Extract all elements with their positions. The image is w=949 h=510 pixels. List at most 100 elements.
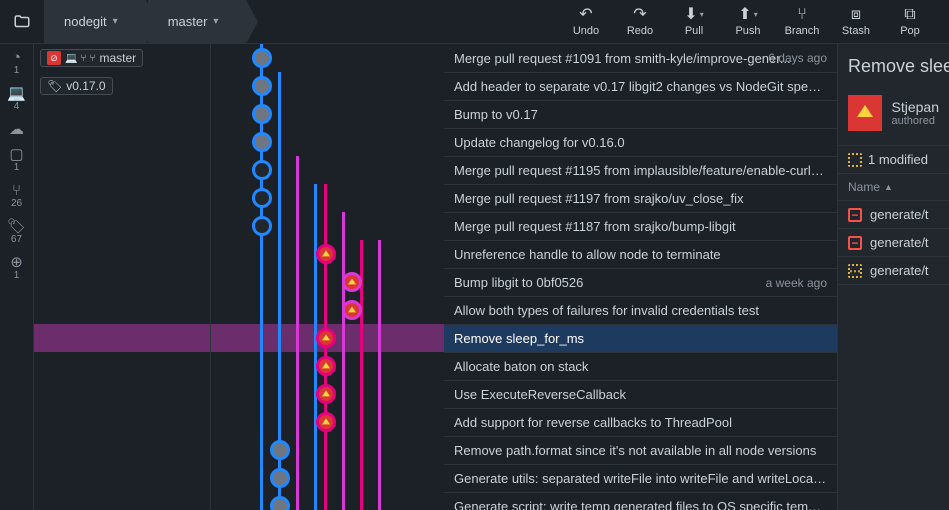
rail-wip[interactable]: ◔1 (12, 50, 21, 76)
branch-icon: ⑂ (80, 53, 86, 64)
breadcrumb: nodegit ▾ master ▾ (0, 0, 246, 43)
commit-node[interactable] (316, 244, 336, 264)
commit-row[interactable]: Remove path.format since it's not availa… (444, 436, 837, 464)
tag-icon: 🏷 (47, 79, 62, 93)
commit-row[interactable]: Generate utils: separated writeFile into… (444, 464, 837, 492)
commit-message: Update changelog for v0.16.0 (454, 135, 827, 150)
chevron-down-icon: ▾ (754, 10, 758, 19)
rail-local[interactable]: 💻4 (7, 86, 26, 112)
commit-message: Bump to v0.17 (454, 107, 827, 122)
ref-master-chip[interactable]: ⊘ 💻⑂⑂ master (40, 49, 143, 67)
undo-icon: ↶ (579, 7, 592, 23)
commit-node[interactable] (316, 328, 336, 348)
files-header[interactable]: Name ▲ (838, 174, 949, 201)
pull-button[interactable]: ⬇▾ Pull (667, 0, 721, 44)
pop-icon: ⧉ (904, 7, 915, 23)
commit-node[interactable] (316, 412, 336, 432)
rail-local-count: 4 (14, 101, 20, 112)
undo-label: Undo (573, 25, 599, 37)
refs-column: ⊘ 💻⑂⑂ master 🏷 v0.17.0 (34, 44, 210, 100)
author-row: Stjepan authored (838, 89, 949, 145)
commit-node[interactable] (316, 356, 336, 376)
commit-message: Generate utils: separated writeFile into… (454, 471, 827, 486)
redo-button[interactable]: ↷ Redo (613, 0, 667, 44)
modified-summary[interactable]: 1 modified (838, 145, 949, 174)
branch-button[interactable]: ⑂ Branch (775, 0, 829, 44)
pop-button[interactable]: ⧉ Pop (883, 0, 937, 44)
commit-row[interactable]: Update changelog for v0.16.0 (444, 128, 837, 156)
commit-node[interactable] (252, 188, 272, 208)
rail-branches[interactable]: ⑂26 (11, 183, 22, 209)
breadcrumb-repo[interactable]: nodegit ▾ (44, 0, 146, 44)
commit-row[interactable]: Merge pull request #1091 from smith-kyle… (444, 44, 837, 72)
file-row[interactable]: −generate/t (838, 201, 949, 229)
rail-tags[interactable]: 🏷67 (7, 219, 26, 245)
rail-wip-count: 1 (14, 65, 20, 76)
branch-icon: ⑂ (797, 7, 807, 23)
stash-button[interactable]: ⧈ Stash (829, 0, 883, 44)
rail-pr[interactable]: ▢1 (9, 147, 23, 173)
commit-row[interactable]: Merge pull request #1187 from srajko/bum… (444, 212, 837, 240)
lane (296, 156, 299, 510)
commit-row[interactable]: Remove sleep_for_ms (444, 324, 837, 352)
commit-node[interactable] (252, 160, 272, 180)
commit-node[interactable] (342, 300, 362, 320)
rail-submodules-count: 1 (14, 270, 20, 281)
commit-row[interactable]: Allow both types of failures for invalid… (444, 296, 837, 324)
commit-node[interactable] (252, 48, 272, 68)
commit-node[interactable] (270, 468, 290, 488)
chevron-down-icon: ▾ (700, 10, 704, 19)
ref-tag-label: v0.17.0 (66, 79, 105, 93)
breadcrumb-repo-label: nodegit (64, 14, 107, 29)
commit-node[interactable] (316, 384, 336, 404)
chevron-down-icon: ▾ (213, 16, 218, 27)
rail-remote[interactable]: ☁ (9, 122, 24, 137)
author-name: Stjepan (892, 99, 939, 115)
commit-list: Merge pull request #1091 from smith-kyle… (444, 44, 837, 510)
commit-row[interactable]: Unreference handle to allow node to term… (444, 240, 837, 268)
modified-icon (848, 153, 862, 167)
undo-button[interactable]: ↶ Undo (559, 0, 613, 44)
card-icon: ▢ (9, 147, 23, 162)
rail-tags-count: 67 (11, 234, 22, 245)
breadcrumb-branch[interactable]: master ▾ (148, 0, 247, 44)
commit-row[interactable]: Use ExecuteReverseCallback (444, 380, 837, 408)
lane (342, 212, 345, 510)
ref-tag-chip[interactable]: 🏷 v0.17.0 (40, 77, 113, 95)
commit-node[interactable] (252, 76, 272, 96)
file-row[interactable]: −generate/t (838, 229, 949, 257)
commit-row[interactable]: Generate script: write temp generated fi… (444, 492, 837, 510)
commit-node[interactable] (270, 496, 290, 510)
ref-row: 🏷 v0.17.0 (34, 72, 210, 100)
modified-icon: ⋯ (848, 264, 862, 278)
commit-row[interactable]: Add support for reverse callbacks to Thr… (444, 408, 837, 436)
commit-row[interactable]: Bump to v0.17 (444, 100, 837, 128)
cloud-icon: ☁ (9, 122, 24, 137)
commit-node[interactable] (252, 216, 272, 236)
push-label: Push (735, 25, 760, 37)
push-icon: ⬆ (738, 7, 751, 23)
file-row[interactable]: ⋯generate/t (838, 257, 949, 285)
files-header-label: Name (848, 180, 880, 194)
commit-node[interactable] (342, 272, 362, 292)
commit-row[interactable]: Add header to separate v0.17 libgit2 cha… (444, 72, 837, 100)
commit-message: Remove path.format since it's not availa… (454, 443, 827, 458)
commit-row[interactable]: Allocate baton on stack (444, 352, 837, 380)
commit-time: a week ago (758, 276, 827, 290)
push-button[interactable]: ⬆▾ Push (721, 0, 775, 44)
commit-message: Generate script: write temp generated fi… (454, 499, 827, 510)
commit-graph-panel: ⊘ 💻⑂⑂ master 🏷 v0.17.0 Merge pull reques… (34, 44, 837, 510)
commit-message: Merge pull request #1187 from srajko/bum… (454, 219, 827, 234)
branch-label: Branch (785, 25, 820, 37)
commit-node[interactable] (270, 440, 290, 460)
rail-submodules[interactable]: ⊕1 (10, 255, 23, 281)
rail-branches-count: 26 (11, 198, 22, 209)
stash-label: Stash (842, 25, 870, 37)
author-avatar (848, 95, 882, 131)
commit-row[interactable]: Merge pull request #1197 from srajko/uv_… (444, 184, 837, 212)
branch-icon: ⑂ (89, 53, 95, 64)
commit-node[interactable] (252, 132, 272, 152)
commit-row[interactable]: Bump libgit to 0bf0526a week ago (444, 268, 837, 296)
commit-row[interactable]: Merge pull request #1195 from implausibl… (444, 156, 837, 184)
commit-node[interactable] (252, 104, 272, 124)
